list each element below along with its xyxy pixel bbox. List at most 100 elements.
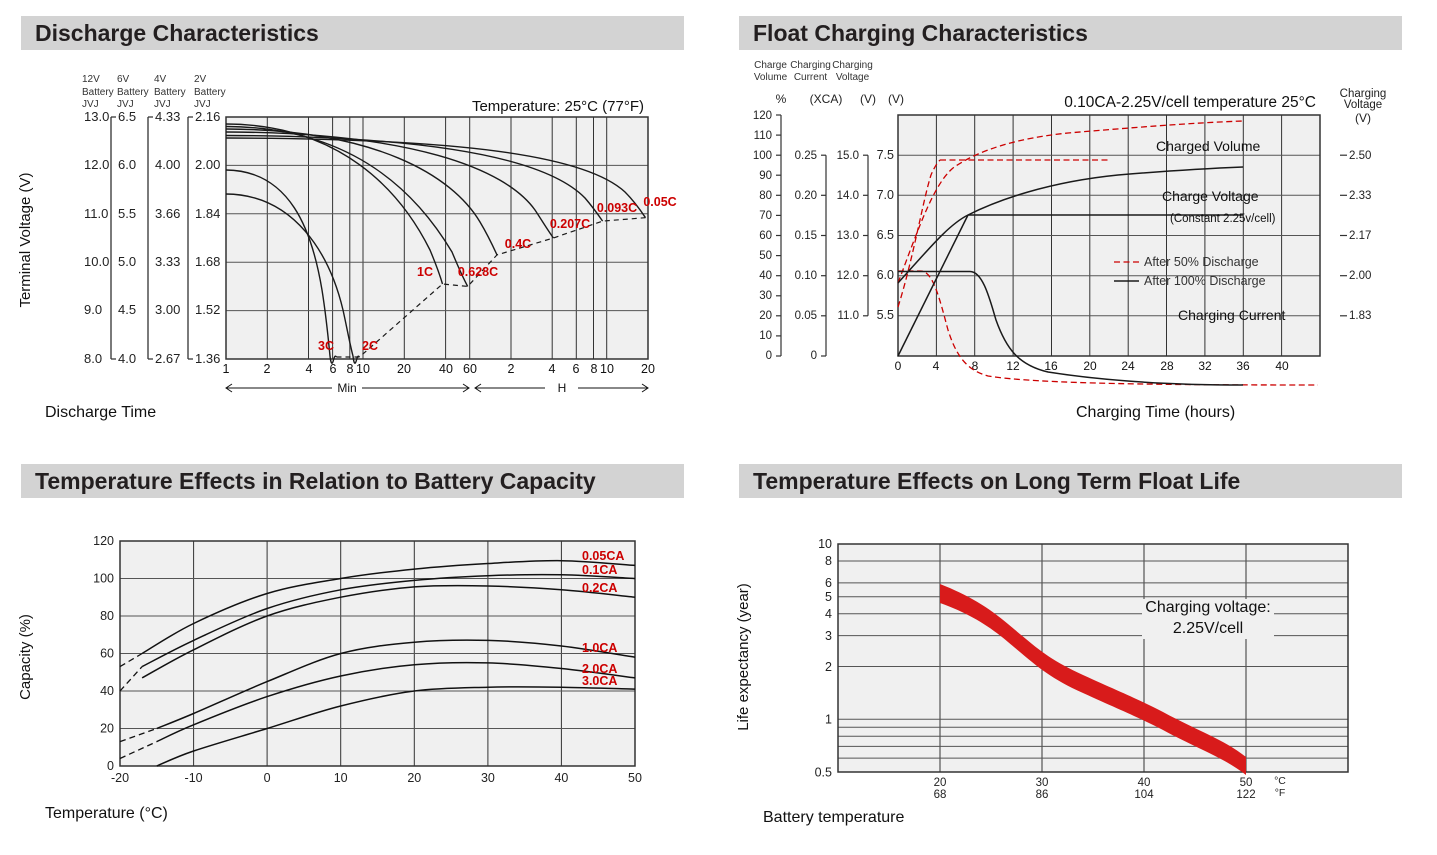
svg-text:28: 28 xyxy=(1160,359,1174,373)
svg-text:2.33: 2.33 xyxy=(1349,190,1371,202)
svg-text:2: 2 xyxy=(508,362,515,376)
svg-text:4: 4 xyxy=(306,362,313,376)
svg-text:0: 0 xyxy=(895,359,902,373)
svg-text:(XCA): (XCA) xyxy=(810,92,843,106)
svg-text:5.5: 5.5 xyxy=(118,206,136,221)
svg-text:5.5: 5.5 xyxy=(877,308,894,322)
svg-text:6.0: 6.0 xyxy=(118,157,136,172)
svg-text:0.15: 0.15 xyxy=(795,230,817,242)
svg-text:8: 8 xyxy=(591,362,598,376)
svg-text:120: 120 xyxy=(753,110,772,122)
svg-text:1C: 1C xyxy=(417,265,433,279)
svg-text:°C: °C xyxy=(1274,775,1286,787)
svg-text:14.0: 14.0 xyxy=(837,190,859,202)
svg-text:3C: 3C xyxy=(318,339,334,353)
svg-text:1.84: 1.84 xyxy=(195,206,220,221)
svg-text:6: 6 xyxy=(825,576,832,590)
svg-text:3.33: 3.33 xyxy=(155,254,180,269)
svg-text:13.0: 13.0 xyxy=(837,230,859,242)
svg-text:3.0CA: 3.0CA xyxy=(582,674,617,688)
svg-text:4: 4 xyxy=(549,362,556,376)
svg-text:20: 20 xyxy=(397,362,411,376)
svg-text:7.0: 7.0 xyxy=(877,188,894,202)
svg-text:0.10: 0.10 xyxy=(795,270,817,282)
svg-text:6: 6 xyxy=(573,362,580,376)
svg-text:-20: -20 xyxy=(111,771,129,785)
svg-text:30: 30 xyxy=(1036,777,1049,789)
svg-text:(V): (V) xyxy=(888,92,904,106)
svg-text:0.5: 0.5 xyxy=(815,766,832,780)
svg-text:5.0: 5.0 xyxy=(118,254,136,269)
svg-text:After 50% Discharge: After 50% Discharge xyxy=(1144,255,1259,269)
svg-text:0.05: 0.05 xyxy=(795,310,817,322)
svg-text:1: 1 xyxy=(825,713,832,727)
svg-text:6.5: 6.5 xyxy=(877,228,894,242)
svg-text:5: 5 xyxy=(825,590,832,604)
svg-text:2.67: 2.67 xyxy=(155,351,180,366)
svg-text:Charging voltage:: Charging voltage: xyxy=(1145,599,1270,616)
svg-text:7.5: 7.5 xyxy=(877,148,894,162)
svg-text:10: 10 xyxy=(356,362,370,376)
svg-text:60: 60 xyxy=(100,647,114,661)
svg-text:4.5: 4.5 xyxy=(118,302,136,317)
svg-text:1.36: 1.36 xyxy=(195,351,220,366)
svg-text:1.83: 1.83 xyxy=(1349,310,1371,322)
svg-text:4: 4 xyxy=(825,607,832,621)
svg-text:Min: Min xyxy=(337,381,356,395)
svg-text:H: H xyxy=(558,381,567,395)
svg-text:40: 40 xyxy=(439,362,453,376)
svg-text:80: 80 xyxy=(759,190,772,202)
svg-text:0.4C: 0.4C xyxy=(505,237,531,251)
svg-text:86: 86 xyxy=(1036,789,1049,801)
svg-text:%: % xyxy=(776,92,787,106)
svg-text:3.00: 3.00 xyxy=(155,302,180,317)
svg-text:10.0: 10.0 xyxy=(84,254,109,269)
svg-text:Life expectancy (year): Life expectancy (year) xyxy=(735,583,752,731)
svg-text:8: 8 xyxy=(825,554,832,568)
svg-text:8: 8 xyxy=(972,359,979,373)
svg-text:40: 40 xyxy=(1275,359,1289,373)
svg-text:12.0: 12.0 xyxy=(837,270,859,282)
svg-text:(V): (V) xyxy=(860,92,876,106)
svg-text:120: 120 xyxy=(93,534,114,548)
svg-text:10: 10 xyxy=(759,330,772,342)
svg-text:20: 20 xyxy=(934,777,947,789)
svg-text:1.52: 1.52 xyxy=(195,302,220,317)
svg-text:0.2CA: 0.2CA xyxy=(582,581,617,595)
svg-text:12: 12 xyxy=(1006,359,1020,373)
svg-text:11.0: 11.0 xyxy=(837,310,859,322)
svg-text:After 100% Discharge: After 100% Discharge xyxy=(1144,274,1266,288)
svg-text:9.0: 9.0 xyxy=(84,302,102,317)
svg-text:70: 70 xyxy=(759,210,772,222)
svg-text:4: 4 xyxy=(933,359,940,373)
svg-text:11.0: 11.0 xyxy=(84,206,108,221)
svg-text:50: 50 xyxy=(628,771,642,785)
svg-text:15.0: 15.0 xyxy=(837,150,859,162)
svg-text:36: 36 xyxy=(1236,359,1250,373)
svg-text:0.093C: 0.093C xyxy=(597,201,637,215)
svg-text:50: 50 xyxy=(759,250,772,262)
svg-text:Temperature: 25°C (77°F): Temperature: 25°C (77°F) xyxy=(472,98,644,115)
svg-text:1.68: 1.68 xyxy=(195,254,220,269)
svg-text:0: 0 xyxy=(264,771,271,785)
svg-text:2.00: 2.00 xyxy=(1349,270,1371,282)
svg-text:40: 40 xyxy=(100,684,114,698)
svg-text:10: 10 xyxy=(818,537,832,551)
svg-text:32: 32 xyxy=(1198,359,1212,373)
svg-text:2: 2 xyxy=(825,660,832,674)
svg-text:0.05CA: 0.05CA xyxy=(582,549,624,563)
svg-text:0.10CA-2.25V/cell temperature: 0.10CA-2.25V/cell temperature 25°C xyxy=(1064,94,1316,111)
svg-text:80: 80 xyxy=(100,609,114,623)
svg-text:0.20: 0.20 xyxy=(795,190,817,202)
svg-text:12.0: 12.0 xyxy=(84,157,109,172)
svg-text:20: 20 xyxy=(407,771,421,785)
svg-text:Charge Voltage: Charge Voltage xyxy=(1162,188,1259,204)
svg-text:20: 20 xyxy=(759,310,772,322)
svg-text:50: 50 xyxy=(1240,777,1253,789)
svg-text:30: 30 xyxy=(759,290,772,302)
svg-text:110: 110 xyxy=(754,130,772,142)
svg-text:3.66: 3.66 xyxy=(155,206,180,221)
svg-text:40: 40 xyxy=(759,270,772,282)
svg-text:°F: °F xyxy=(1275,787,1286,799)
svg-text:20: 20 xyxy=(1083,359,1097,373)
